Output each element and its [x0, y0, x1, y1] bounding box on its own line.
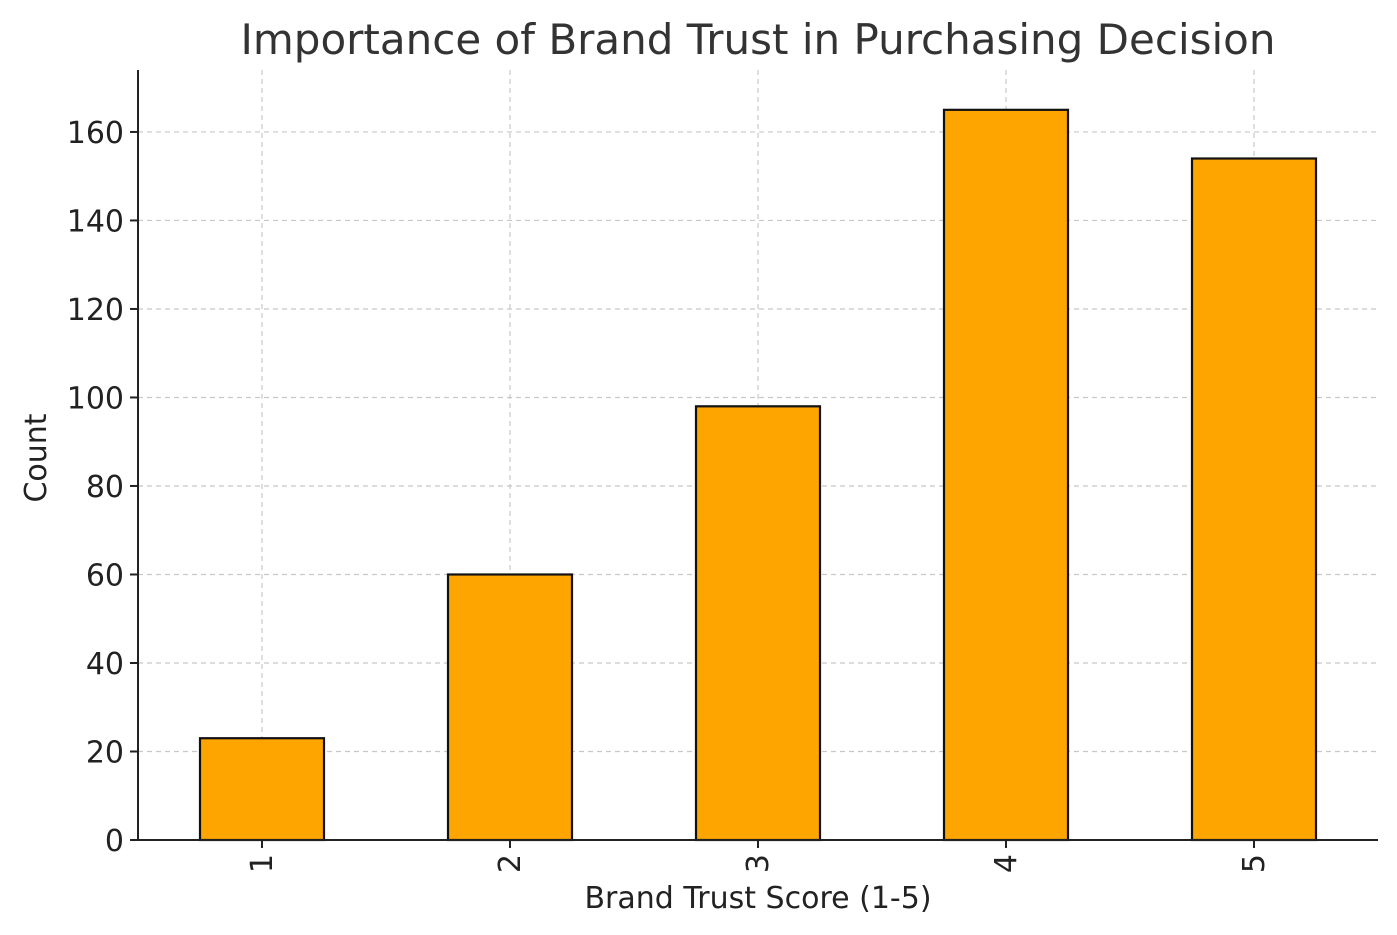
y-tick-label: 140	[67, 204, 124, 239]
x-tick-label: 4	[989, 854, 1024, 873]
bars	[198, 108, 1318, 842]
x-axis-label: Brand Trust Score (1-5)	[584, 881, 931, 916]
y-tick-label: 0	[105, 824, 124, 859]
x-ticks: 1 2 3 4 5	[245, 840, 1272, 873]
y-tick-label: 160	[67, 116, 124, 151]
bar-4	[942, 108, 1070, 842]
x-tick-label: 2	[493, 854, 528, 873]
y-axis-label: Count	[19, 413, 54, 502]
y-tick-label: 40	[86, 647, 124, 682]
bar-1	[198, 737, 326, 842]
y-tick-label: 100	[67, 381, 124, 416]
y-tick-label: 120	[67, 293, 124, 328]
x-tick-label: 1	[245, 854, 280, 873]
bar-5	[1190, 157, 1318, 842]
y-ticks: 0 20 40 60 80 100 120 140 160	[67, 116, 138, 859]
y-tick-label: 20	[86, 735, 124, 770]
x-tick-label: 5	[1237, 854, 1272, 873]
x-tick-label: 3	[741, 854, 776, 873]
y-tick-label: 80	[86, 470, 124, 505]
bar-2	[446, 573, 574, 842]
bar-3	[694, 405, 822, 842]
y-tick-label: 60	[86, 558, 124, 593]
chart-title: Importance of Brand Trust in Purchasing …	[240, 15, 1275, 64]
